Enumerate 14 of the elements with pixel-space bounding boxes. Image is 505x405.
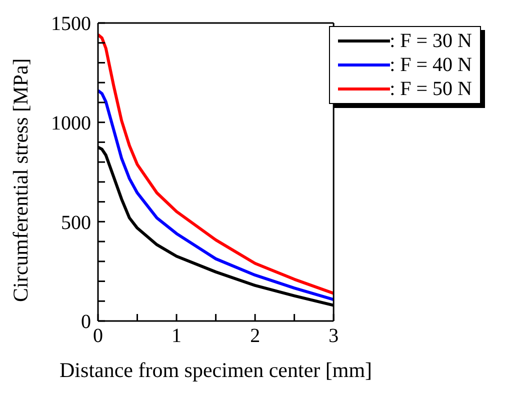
line-series	[98, 33, 334, 295]
legend-label: : F = 50 N	[390, 77, 472, 101]
y-axis-title: Circumferential stress [MPa]	[8, 58, 32, 302]
x-axis-title: Distance from specimen center [mm]	[60, 358, 372, 382]
x-tick-label: 2	[250, 325, 260, 348]
line-series	[98, 89, 334, 302]
x-tick-label: 1	[172, 325, 182, 348]
legend-label: : F = 40 N	[390, 53, 472, 77]
y-tick-label: 1500	[51, 13, 91, 36]
y-tick-label: 0	[81, 311, 91, 334]
y-tick-label: 1000	[51, 112, 91, 134]
legend-label: : F = 30 N	[390, 29, 472, 53]
y-tick-label: 500	[61, 212, 91, 234]
x-tick-label: 3	[328, 325, 339, 348]
